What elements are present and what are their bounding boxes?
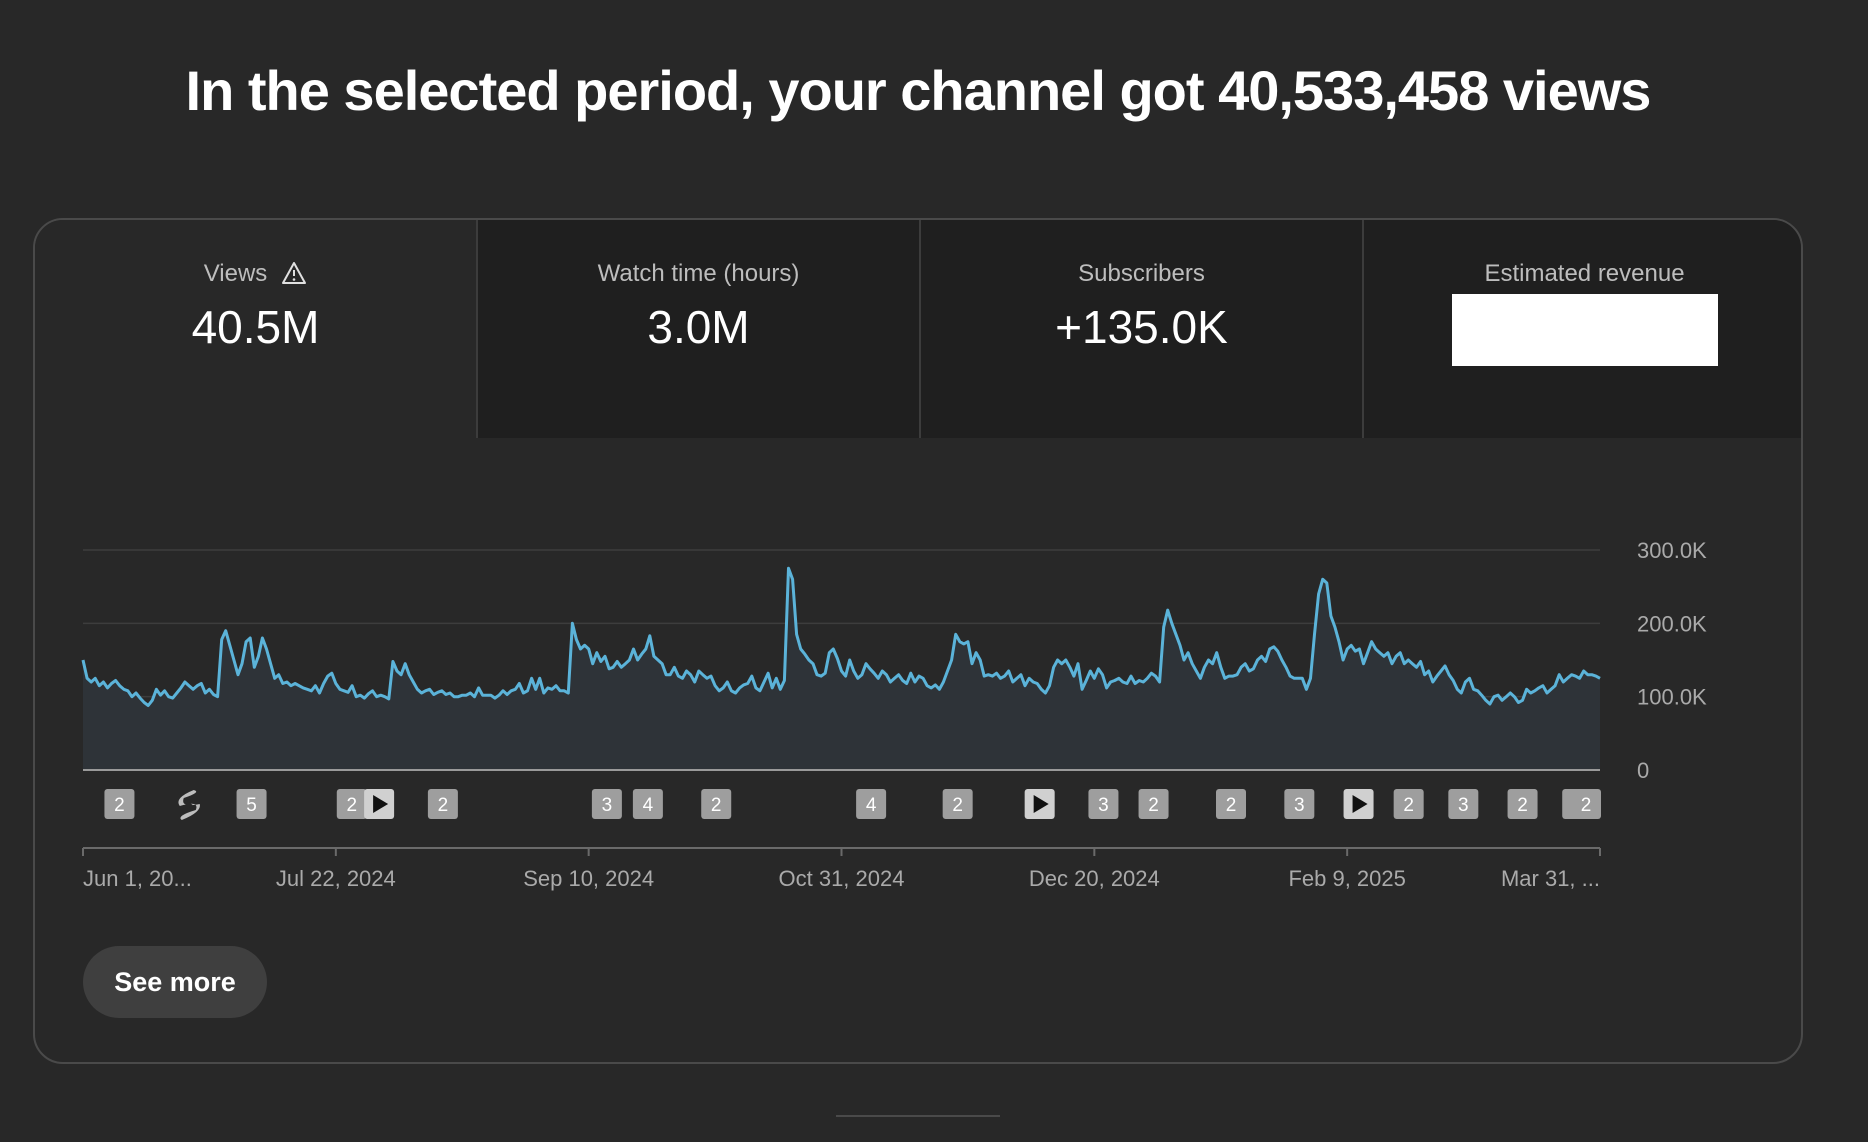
upload-count-marker[interactable]: 2	[942, 789, 973, 819]
marker-count-label: 4	[643, 795, 654, 816]
video-marker[interactable]	[1024, 789, 1055, 819]
tab-views-value: 40.5M	[191, 301, 320, 353]
redacted-revenue-value	[1452, 294, 1718, 366]
tab-watch-time-label: Watch time (hours)	[597, 260, 800, 287]
x-tick-label: Mar 31, ...	[1501, 866, 1600, 891]
marker-count-label: 3	[602, 795, 613, 816]
tab-subscribers-value: +135.0K	[1055, 301, 1228, 353]
marker-count-label: 3	[1458, 795, 1469, 816]
upload-count-marker[interactable]: 2	[1393, 789, 1424, 819]
upload-count-marker[interactable]: 2	[1138, 789, 1169, 819]
shorts-marker[interactable]	[178, 790, 200, 820]
tab-watch-time-value: 3.0M	[647, 301, 750, 353]
marker-count-label: 2	[1403, 795, 1414, 816]
y-tick-label: 300.0K	[1637, 538, 1707, 563]
marker-count-label: 3	[1294, 795, 1305, 816]
upload-count-marker[interactable]: 2	[1507, 789, 1538, 819]
divider	[836, 1115, 1000, 1117]
video-marker[interactable]	[1343, 789, 1374, 819]
y-tick-label: 100.0K	[1637, 685, 1707, 710]
metrics-card: Views 40.5M Watch time (hours) 3.0M Subs…	[33, 218, 1803, 1064]
tab-views[interactable]: Views 40.5M	[35, 220, 476, 438]
upload-count-marker[interactable]: 2	[1571, 789, 1601, 819]
upload-count-marker[interactable]: 3	[1284, 789, 1315, 819]
marker-count-label: 2	[711, 795, 722, 816]
metric-tabs: Views 40.5M Watch time (hours) 3.0M Subs…	[35, 220, 1801, 438]
upload-count-marker[interactable]: 3	[1448, 789, 1479, 819]
x-tick-label: Dec 20, 2024	[1029, 866, 1160, 891]
y-tick-label: 200.0K	[1637, 611, 1707, 636]
video-marker[interactable]	[364, 789, 395, 819]
x-tick-label: Feb 9, 2025	[1288, 866, 1405, 891]
tab-subscribers-label: Subscribers	[1078, 260, 1205, 287]
see-more-button[interactable]: See more	[83, 946, 267, 1018]
tab-estimated-revenue[interactable]: Estimated revenue	[1362, 220, 1801, 438]
upload-count-marker[interactable]: 3	[591, 789, 622, 819]
y-tick-label: 0	[1637, 758, 1649, 783]
upload-count-marker[interactable]: 2	[427, 789, 458, 819]
marker-count-label: 2	[1581, 795, 1592, 816]
upload-count-marker[interactable]: 2	[1216, 789, 1246, 819]
marker-count-label: 2	[952, 795, 963, 816]
x-tick-label: Jun 1, 20...	[83, 866, 192, 891]
tab-watch-time[interactable]: Watch time (hours) 3.0M	[476, 220, 919, 438]
marker-count-label: 2	[346, 795, 357, 816]
upload-count-marker[interactable]: 3	[1088, 789, 1119, 819]
upload-count-marker[interactable]: 5	[236, 789, 267, 819]
upload-count-marker[interactable]: 2	[104, 789, 135, 819]
marker-count-label: 2	[114, 795, 125, 816]
marker-count-label: 2	[1226, 795, 1237, 816]
page-title: In the selected period, your channel got…	[185, 59, 1652, 122]
marker-count-label: 4	[866, 795, 877, 816]
tab-subscribers[interactable]: Subscribers +135.0K	[919, 220, 1362, 438]
marker-count-label: 2	[1517, 795, 1528, 816]
tab-views-label: Views	[203, 260, 268, 287]
upload-count-marker[interactable]: 4	[632, 789, 663, 819]
views-line[interactable]	[81, 566, 1601, 707]
tab-revenue-label: Estimated revenue	[1484, 260, 1685, 287]
views-line-chart[interactable]: 300.0K200.0K100.0K0252234242322323232Jun…	[35, 220, 1803, 920]
marker-count-label: 2	[438, 795, 449, 816]
x-tick-label: Oct 31, 2024	[779, 866, 905, 891]
marker-count-label: 5	[246, 795, 257, 816]
x-tick-label: Sep 10, 2024	[523, 866, 654, 891]
warning-icon[interactable]	[281, 261, 307, 292]
x-tick-label: Jul 22, 2024	[276, 866, 396, 891]
upload-count-marker[interactable]: 2	[336, 789, 367, 819]
upload-count-marker[interactable]: 2	[701, 789, 732, 819]
marker-count-label: 3	[1098, 795, 1109, 816]
marker-count-label: 2	[1148, 795, 1159, 816]
upload-count-marker[interactable]: 4	[856, 789, 887, 819]
views-area	[83, 568, 1600, 770]
